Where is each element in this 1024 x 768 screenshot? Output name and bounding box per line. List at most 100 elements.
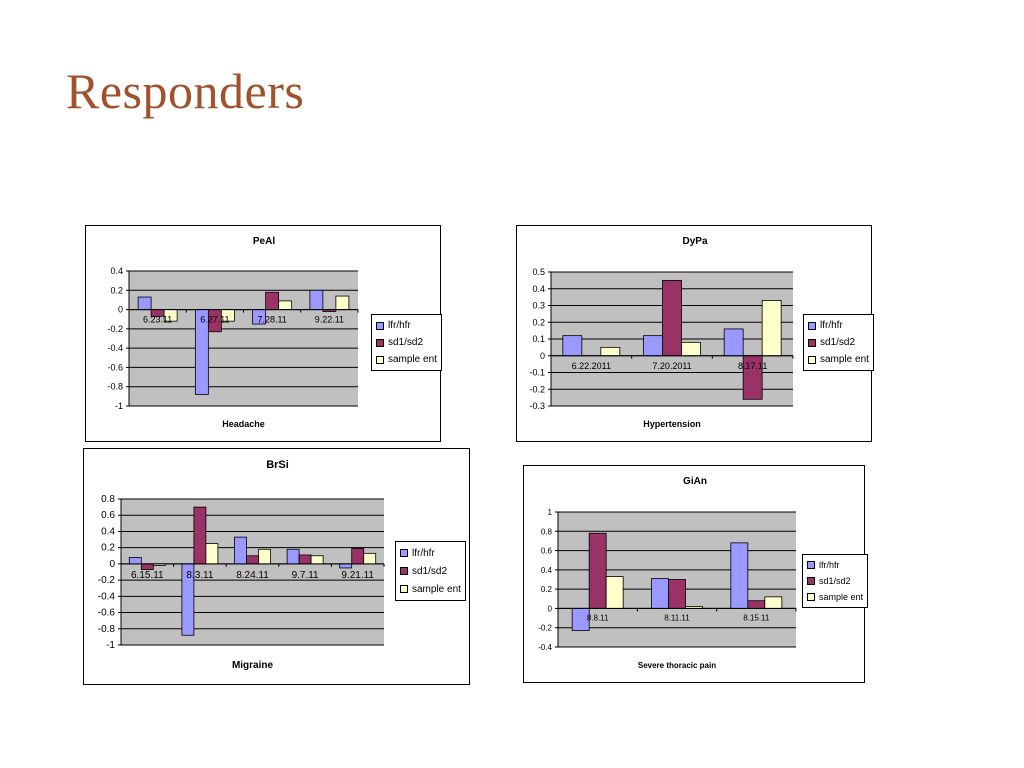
bar-sample-ent: [205, 543, 219, 565]
legend-swatch-lfr-hfr: [376, 321, 384, 330]
y-tick-label: -0.2: [98, 575, 116, 586]
legend-item-lfr-hfr: lfr/hfr: [808, 317, 869, 334]
y-tick-label: -1: [115, 401, 123, 411]
bar-sample-ent: [605, 576, 624, 609]
y-tick-label: 0.8: [541, 527, 553, 536]
bar-sd1-sd2: [140, 563, 154, 570]
legend-label: lfr/hfr: [820, 320, 843, 331]
chart-brsi: BrSi 0.8 0.6 0.4 0.2 0 -0.2 -0.4 -0.6 -0.8 -1 6.15.…: [83, 448, 470, 685]
bar-sample-ent: [681, 341, 701, 357]
x-axis-label: Headache: [222, 419, 265, 429]
y-tick-label: -0.4: [98, 591, 116, 602]
legend-swatch-lfr-hfr: [400, 549, 408, 557]
chart-title: BrSi: [266, 459, 289, 471]
bar-sd1-sd2: [193, 506, 207, 565]
legend-item-sample-ent: sample ent: [400, 580, 461, 598]
y-tick-label: 0.4: [110, 266, 123, 276]
y-tick-label: 0: [540, 351, 545, 361]
chart-dypa: DyPa 0.5 0.4 0.3 0.2 0.1 0 -0.1 -0.2 -0.3 6.22.201…: [516, 225, 874, 442]
x-tick-label: 8.8.11: [587, 613, 609, 622]
legend-swatch-sample-ent: [808, 355, 816, 364]
legend-label: sample ent: [820, 354, 869, 365]
legend-label: sd1/sd2: [819, 576, 851, 586]
y-tick-label: 0.2: [110, 285, 123, 295]
x-axis-label: Severe thoracic pain: [638, 661, 716, 670]
legend-label: lfr/hfr: [819, 560, 840, 570]
legend-label: lfr/hfr: [412, 547, 435, 559]
legend-item-sd1-sd2: sd1/sd2: [807, 573, 863, 589]
x-tick-label: 8.17.11: [738, 361, 767, 371]
legend-swatch-sample-ent: [376, 355, 384, 364]
legend-label: sd1/sd2: [388, 337, 424, 348]
y-tick-label: 0.2: [101, 543, 115, 554]
legend-item-lfr-hfr: lfr/hfr: [376, 317, 437, 334]
bar-sample-ent: [278, 300, 293, 310]
legend-swatch-sample-ent: [400, 585, 408, 593]
legend-label: sample ent: [412, 583, 461, 595]
y-tick-label: -0.2: [529, 384, 545, 394]
plot-area: [121, 499, 384, 645]
y-tick-label: -0.8: [98, 624, 116, 635]
y-tick-label: -0.8: [107, 382, 123, 392]
bar-lfr-hfr: [286, 548, 300, 565]
y-tick-label: -0.4: [538, 643, 552, 652]
chart-gian-svg: GiAn 1 0.8 0.6 0.4 0.2 0 -0.2 -0.4 8.8.11 8.11.11 8…: [538, 476, 797, 670]
bar-sd1-sd2: [298, 554, 312, 565]
chart-dypa-svg: DyPa 0.5 0.4 0.3 0.2 0.1 0 -0.1 -0.2 -0.3 6.22.201…: [529, 236, 794, 429]
bar-lfr-hfr: [723, 328, 744, 357]
legend-label: sd1/sd2: [820, 337, 856, 348]
bar-sd1-sd2: [668, 579, 686, 609]
bar-lfr-hfr: [643, 335, 663, 357]
y-tick-label: -1: [106, 640, 115, 651]
legend-swatch-lfr-hfr: [808, 321, 816, 330]
legend-item-sample-ent: sample ent: [376, 351, 437, 368]
chart-brsi-legend: lfr/hfr sd1/sd2 sample ent: [395, 541, 466, 601]
legend-label: lfr/hfr: [388, 320, 411, 331]
legend-item-lfr-hfr: lfr/hfr: [807, 557, 863, 573]
y-tick-label: 0.8: [101, 494, 115, 505]
x-tick-label: 8.3.11: [186, 570, 213, 581]
y-tick-label: -0.2: [107, 324, 123, 334]
chart-gian: GiAn 1 0.8 0.6 0.4 0.2 0 -0.2 -0.4 8.8.11 8.11.11 8…: [523, 465, 869, 683]
y-tick-label: -0.4: [107, 343, 123, 353]
legend-label: sample ent: [819, 592, 864, 602]
chart-title: PeAl: [253, 236, 275, 247]
x-tick-label: 9.22.11: [315, 315, 344, 325]
y-tick-label: 0.4: [541, 566, 553, 575]
legend-label: sample ent: [388, 354, 437, 365]
x-tick-label: 7.28.11: [257, 315, 286, 325]
legend-item-sample-ent: sample ent: [808, 351, 869, 368]
y-tick-label: 0.6: [541, 547, 553, 556]
chart-brsi-svg: BrSi 0.8 0.6 0.4 0.2 0 -0.2 -0.4 -0.6 -0.8 -1 6.15.…: [98, 459, 385, 671]
y-tick-label: 0.4: [101, 526, 115, 537]
legend-swatch-sd1-sd2: [376, 338, 384, 347]
legend-swatch-sd1-sd2: [807, 577, 815, 585]
chart-peal-legend: lfr/hfr sd1/sd2 sample ent: [371, 314, 442, 371]
plot-area: [129, 271, 358, 406]
chart-title: DyPa: [682, 236, 707, 247]
bar-sample-ent: [335, 295, 350, 310]
bar-lfr-hfr: [128, 557, 142, 565]
x-tick-label: 6.23.11: [143, 315, 172, 325]
bar-sample-ent: [258, 548, 271, 565]
legend-item-sd1-sd2: sd1/sd2: [376, 334, 437, 351]
y-tick-label: -0.3: [529, 401, 545, 411]
legend-item-sd1-sd2: sd1/sd2: [400, 562, 461, 580]
y-tick-label: 0: [548, 604, 553, 613]
y-tick-label: -0.2: [538, 624, 552, 633]
y-tick-label: -0.6: [98, 608, 116, 619]
y-tick-label: 0.5: [532, 267, 545, 277]
legend-item-lfr-hfr: lfr/hfr: [400, 544, 461, 562]
x-tick-label: 6.22.2011: [572, 361, 611, 371]
bar-sd1-sd2: [246, 555, 259, 565]
y-tick-label: 0.2: [541, 585, 553, 594]
y-tick-label: 0.4: [532, 284, 545, 294]
bar-sd1-sd2: [588, 532, 607, 609]
bar-sd1-sd2: [265, 291, 280, 310]
x-tick-label: 7.20.2011: [652, 361, 691, 371]
y-tick-label: 0.3: [532, 301, 545, 311]
chart-title: GiAn: [683, 476, 707, 487]
bar-sd1-sd2: [662, 279, 682, 357]
x-tick-label: 9.7.11: [292, 570, 319, 581]
x-tick-label: 8.24.11: [236, 570, 269, 581]
